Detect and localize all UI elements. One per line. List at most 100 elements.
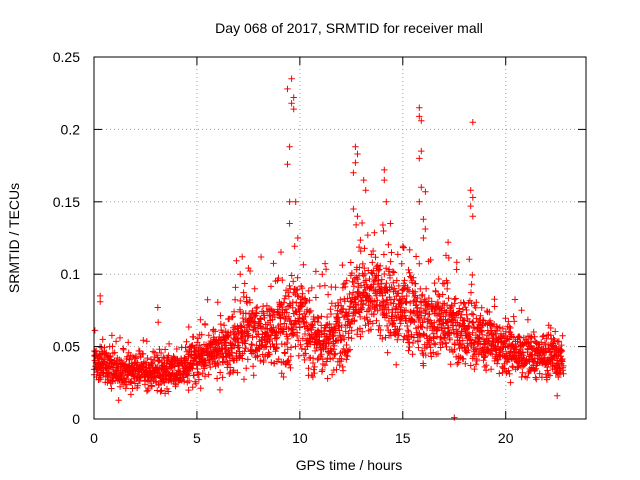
data-point-marker <box>451 300 458 307</box>
data-point-marker <box>350 169 357 176</box>
data-point-marker <box>405 266 412 274</box>
data-point-marker <box>356 325 364 332</box>
data-point-marker <box>511 296 519 303</box>
data-point-marker <box>444 317 452 325</box>
data-point-marker <box>302 350 309 357</box>
data-point-marker <box>382 334 389 341</box>
data-point-marker <box>205 332 212 339</box>
data-point-marker <box>157 349 165 357</box>
data-point-marker <box>359 260 366 268</box>
data-point-marker <box>340 305 347 313</box>
data-point-marker <box>416 198 423 205</box>
data-point-marker <box>430 340 438 347</box>
data-point-marker <box>379 335 386 343</box>
data-point-marker <box>284 335 292 343</box>
x-tick-label: 0 <box>90 430 98 446</box>
data-point-marker <box>409 339 417 347</box>
data-point-marker <box>369 320 376 327</box>
data-point-marker <box>279 276 286 284</box>
y-tick-label: 0.25 <box>53 49 80 65</box>
data-point-marker <box>309 334 316 342</box>
data-point-marker <box>254 303 261 311</box>
data-point-marker <box>515 333 523 340</box>
data-point-marker <box>230 308 238 315</box>
data-point-marker <box>414 294 421 302</box>
data-point-marker <box>361 270 369 278</box>
data-point-marker <box>328 371 336 378</box>
data-point-marker <box>261 314 268 322</box>
data-point-marker <box>232 284 239 291</box>
data-point-marker <box>239 253 246 260</box>
data-point-marker <box>404 327 412 334</box>
data-point-marker <box>395 332 402 339</box>
data-point-marker <box>157 388 164 395</box>
data-point-marker <box>312 294 320 301</box>
data-point-marker <box>154 304 161 311</box>
data-point-marker <box>319 271 326 278</box>
data-point-marker <box>473 357 481 365</box>
data-point-marker <box>461 300 468 307</box>
data-point-marker <box>108 332 116 339</box>
data-point-marker <box>275 311 283 318</box>
data-point-marker <box>309 355 317 362</box>
data-point-marker <box>123 381 130 388</box>
data-point-marker <box>491 303 498 310</box>
data-point-marker <box>97 375 104 383</box>
data-point-marker <box>108 385 115 392</box>
data-point-marker <box>126 356 133 363</box>
data-point-marker <box>468 310 476 317</box>
data-point-marker <box>459 337 466 344</box>
data-point-marker <box>404 322 411 330</box>
data-point-marker <box>161 346 169 353</box>
data-point-marker <box>246 267 254 275</box>
data-point-marker <box>402 307 410 314</box>
data-point-marker <box>314 318 321 326</box>
data-point-marker <box>405 347 412 354</box>
data-point-marker <box>134 382 141 389</box>
data-point-marker <box>194 365 201 373</box>
data-point-marker <box>346 306 353 313</box>
data-point-marker <box>249 307 256 315</box>
data-point-marker <box>431 319 438 326</box>
data-point-marker <box>358 219 366 227</box>
data-point-marker <box>237 271 244 278</box>
data-point-marker <box>161 379 168 386</box>
data-point-marker <box>400 285 407 293</box>
data-point-marker <box>378 276 385 283</box>
chart-title: Day 068 of 2017, SRMTID for receiver mal… <box>215 20 483 36</box>
data-point-marker <box>422 306 430 314</box>
data-point-marker <box>387 258 394 265</box>
data-point-marker <box>299 314 306 321</box>
data-point-marker <box>127 391 135 398</box>
data-point-marker <box>401 277 408 284</box>
data-point-marker <box>284 289 292 296</box>
data-point-marker <box>226 370 233 377</box>
data-point-marker <box>505 367 512 374</box>
data-point-marker <box>486 308 493 316</box>
data-point-marker <box>273 344 281 351</box>
data-point-marker <box>376 322 383 329</box>
y-tick-label: 0 <box>72 411 80 427</box>
data-point-marker <box>311 369 318 377</box>
data-point-marker <box>299 290 306 297</box>
data-point-marker <box>350 205 357 213</box>
data-point-marker <box>254 353 261 360</box>
data-point-marker <box>422 225 429 233</box>
data-point-marker <box>377 332 384 339</box>
data-point-marker <box>189 384 196 391</box>
data-point-marker <box>301 356 308 364</box>
data-point-marker <box>242 344 249 352</box>
data-point-marker <box>302 313 309 320</box>
data-point-marker <box>343 308 350 316</box>
data-point-marker <box>413 301 420 309</box>
data-point-marker <box>531 366 538 374</box>
data-point-marker <box>558 341 565 349</box>
data-point-marker <box>277 248 285 256</box>
data-point-marker <box>477 312 484 319</box>
data-point-marker <box>294 274 301 281</box>
data-point-marker <box>363 314 370 321</box>
data-point-marker <box>462 360 469 367</box>
data-point-marker <box>369 270 376 277</box>
data-point-marker <box>341 335 348 343</box>
data-point-marker <box>286 282 293 290</box>
